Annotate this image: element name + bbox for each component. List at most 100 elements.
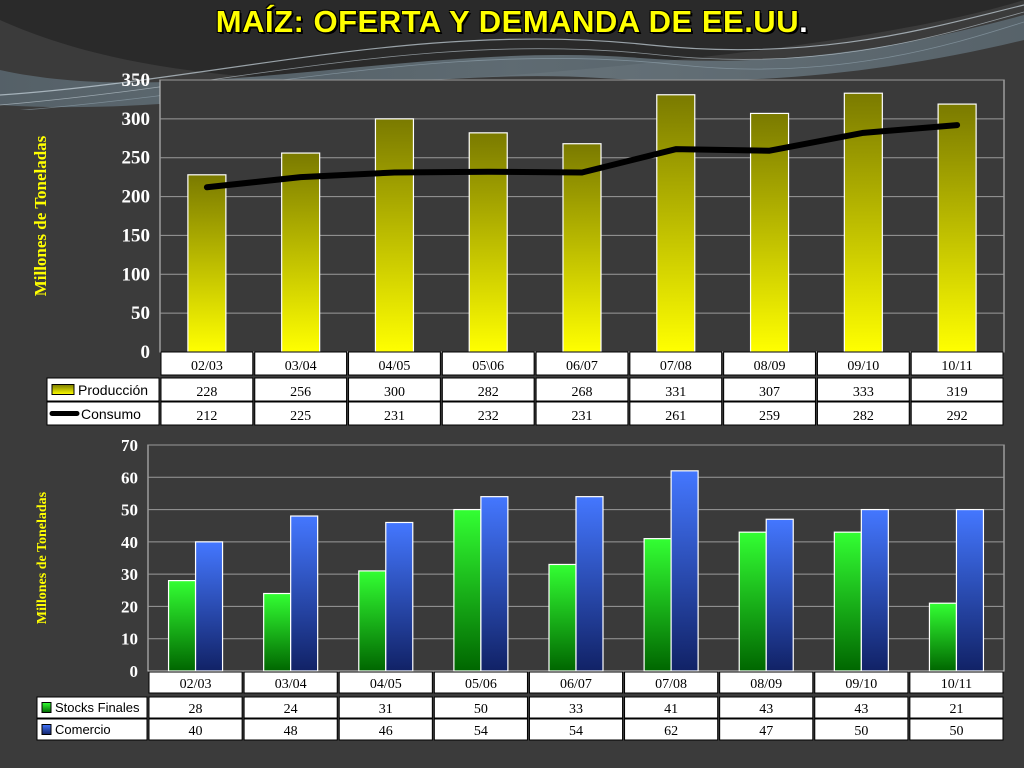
- category-label: 02/03: [191, 359, 223, 374]
- table-cell: [814, 718, 909, 741]
- y-tick-label: 10: [121, 630, 138, 649]
- data-label: 48: [284, 724, 298, 739]
- data-label: 54: [474, 724, 488, 739]
- table-cell: [243, 718, 338, 741]
- table-cell: [719, 696, 814, 719]
- legend-swatch: [41, 702, 52, 713]
- data-label: 62: [664, 724, 678, 739]
- production-bar: [281, 152, 321, 353]
- data-label: 21: [949, 702, 963, 717]
- legend-cell: [46, 401, 160, 426]
- table-cell: [148, 718, 243, 741]
- table-cell: [243, 671, 338, 694]
- data-label: 256: [290, 385, 311, 400]
- table-cell: [629, 351, 723, 376]
- data-label: 50: [474, 702, 488, 717]
- stocks-bar: [263, 592, 292, 672]
- data-label: 231: [572, 409, 593, 424]
- stocks-bar: [167, 579, 197, 672]
- y-tick-label: 50: [131, 303, 150, 324]
- data-label: 24: [284, 702, 298, 717]
- table-cell: [535, 401, 629, 426]
- y-tick-label: 30: [121, 565, 138, 584]
- table-cell: [338, 696, 433, 719]
- y-axis-label: Millones de Toneladas: [35, 491, 50, 624]
- table-cell: [624, 718, 719, 741]
- table-cell: [723, 351, 816, 376]
- slide-title: MAÍZ: OFERTA Y DEMANDA DE EE.UU.: [0, 4, 1024, 40]
- table-cell: [338, 718, 433, 741]
- data-label: 41: [664, 702, 678, 717]
- table-cell: [909, 696, 1004, 719]
- table-cell: [535, 351, 629, 376]
- legend-label: Stocks Finales: [55, 700, 140, 715]
- trade-bar: [385, 521, 414, 672]
- category-label: 09/10: [845, 677, 877, 692]
- y-tick-label: 350: [122, 70, 151, 91]
- data-label: 232: [478, 409, 499, 424]
- table-cell: [909, 718, 1004, 741]
- table-cell: [816, 351, 910, 376]
- stocks-bar: [358, 570, 387, 672]
- category-label: 04/05: [378, 359, 410, 374]
- table-cell: [338, 671, 433, 694]
- table-cell: [723, 401, 816, 426]
- trade-bar: [575, 496, 604, 672]
- data-label: 225: [290, 409, 311, 424]
- trade-bar: [290, 515, 319, 672]
- category-label: 08/09: [750, 677, 782, 692]
- table-cell: [816, 401, 910, 426]
- table-cell: [814, 696, 909, 719]
- data-label: 50: [854, 724, 868, 739]
- y-tick-label: 40: [121, 533, 138, 552]
- data-label: 292: [947, 409, 968, 424]
- data-label: 43: [759, 702, 773, 717]
- category-label: 03/04: [285, 359, 317, 374]
- stocks-bar: [833, 531, 862, 672]
- production-bar: [562, 143, 602, 353]
- category-label: 03/04: [275, 677, 307, 692]
- table-cell: [910, 401, 1004, 426]
- data-label: 228: [196, 385, 217, 400]
- y-tick-label: 250: [122, 148, 151, 169]
- table-cell: [441, 377, 535, 402]
- stocks-bar: [548, 563, 577, 672]
- category-label: 07/08: [655, 677, 687, 692]
- data-label: 333: [853, 385, 874, 400]
- data-label: 47: [759, 724, 773, 739]
- table-cell: [719, 671, 814, 694]
- production-bar: [468, 132, 508, 353]
- trade-bar: [765, 518, 794, 672]
- table-cell: [814, 671, 909, 694]
- production-bar: [374, 118, 415, 353]
- slide-title-dot: .: [799, 4, 809, 39]
- table-cell: [148, 696, 243, 719]
- data-label: 31: [379, 702, 393, 717]
- stocks-bar: [738, 531, 767, 672]
- data-label: 261: [665, 409, 686, 424]
- category-label: 05/06: [465, 677, 497, 692]
- table-cell: [254, 377, 348, 402]
- trade-bar: [480, 496, 509, 672]
- table-cell: [254, 351, 348, 376]
- trade-bar: [194, 541, 224, 672]
- y-tick-label: 150: [122, 225, 151, 246]
- table-cell: [723, 377, 816, 402]
- category-label: 02/03: [180, 677, 212, 692]
- table-cell: [624, 671, 719, 694]
- table-cell: [629, 377, 723, 402]
- category-label: 04/05: [370, 677, 402, 692]
- data-label: 40: [189, 724, 203, 739]
- legend-label: Producción: [78, 382, 148, 398]
- table-cell: [629, 401, 723, 426]
- legend-label: Comercio: [55, 722, 111, 737]
- legend-cell: [46, 377, 160, 402]
- category-label: 07/08: [660, 359, 692, 374]
- table-cell: [348, 401, 441, 426]
- table-cell: [160, 351, 254, 376]
- production-bar: [656, 94, 696, 353]
- table-cell: [243, 696, 338, 719]
- table-cell: [148, 671, 243, 694]
